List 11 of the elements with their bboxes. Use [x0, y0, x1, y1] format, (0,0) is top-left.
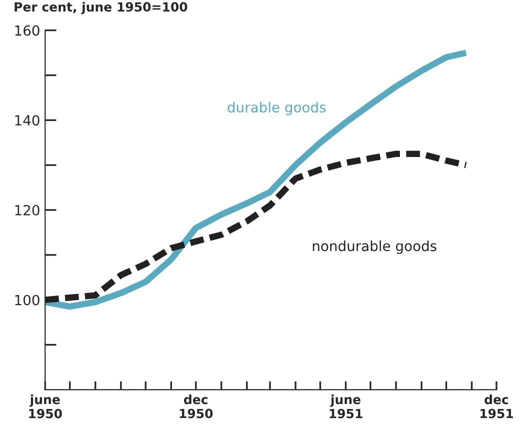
series-label: durable goods: [228, 102, 326, 116]
x-tick-label: dec 1951: [480, 394, 514, 418]
y-tick-label: 160: [15, 25, 40, 36]
x-tick-label: dec 1950: [180, 394, 213, 418]
x-tick-label: june 1950: [29, 394, 62, 418]
y-axis-title: Per cent, june 1950=100: [14, 2, 188, 14]
y-tick-label: 120: [15, 204, 40, 216]
text: nondurable goods: [312, 240, 436, 254]
y-tick-label: 100: [15, 294, 40, 306]
x-tick-label: june 1951: [330, 394, 362, 418]
y-tick-label: 140: [15, 115, 40, 126]
